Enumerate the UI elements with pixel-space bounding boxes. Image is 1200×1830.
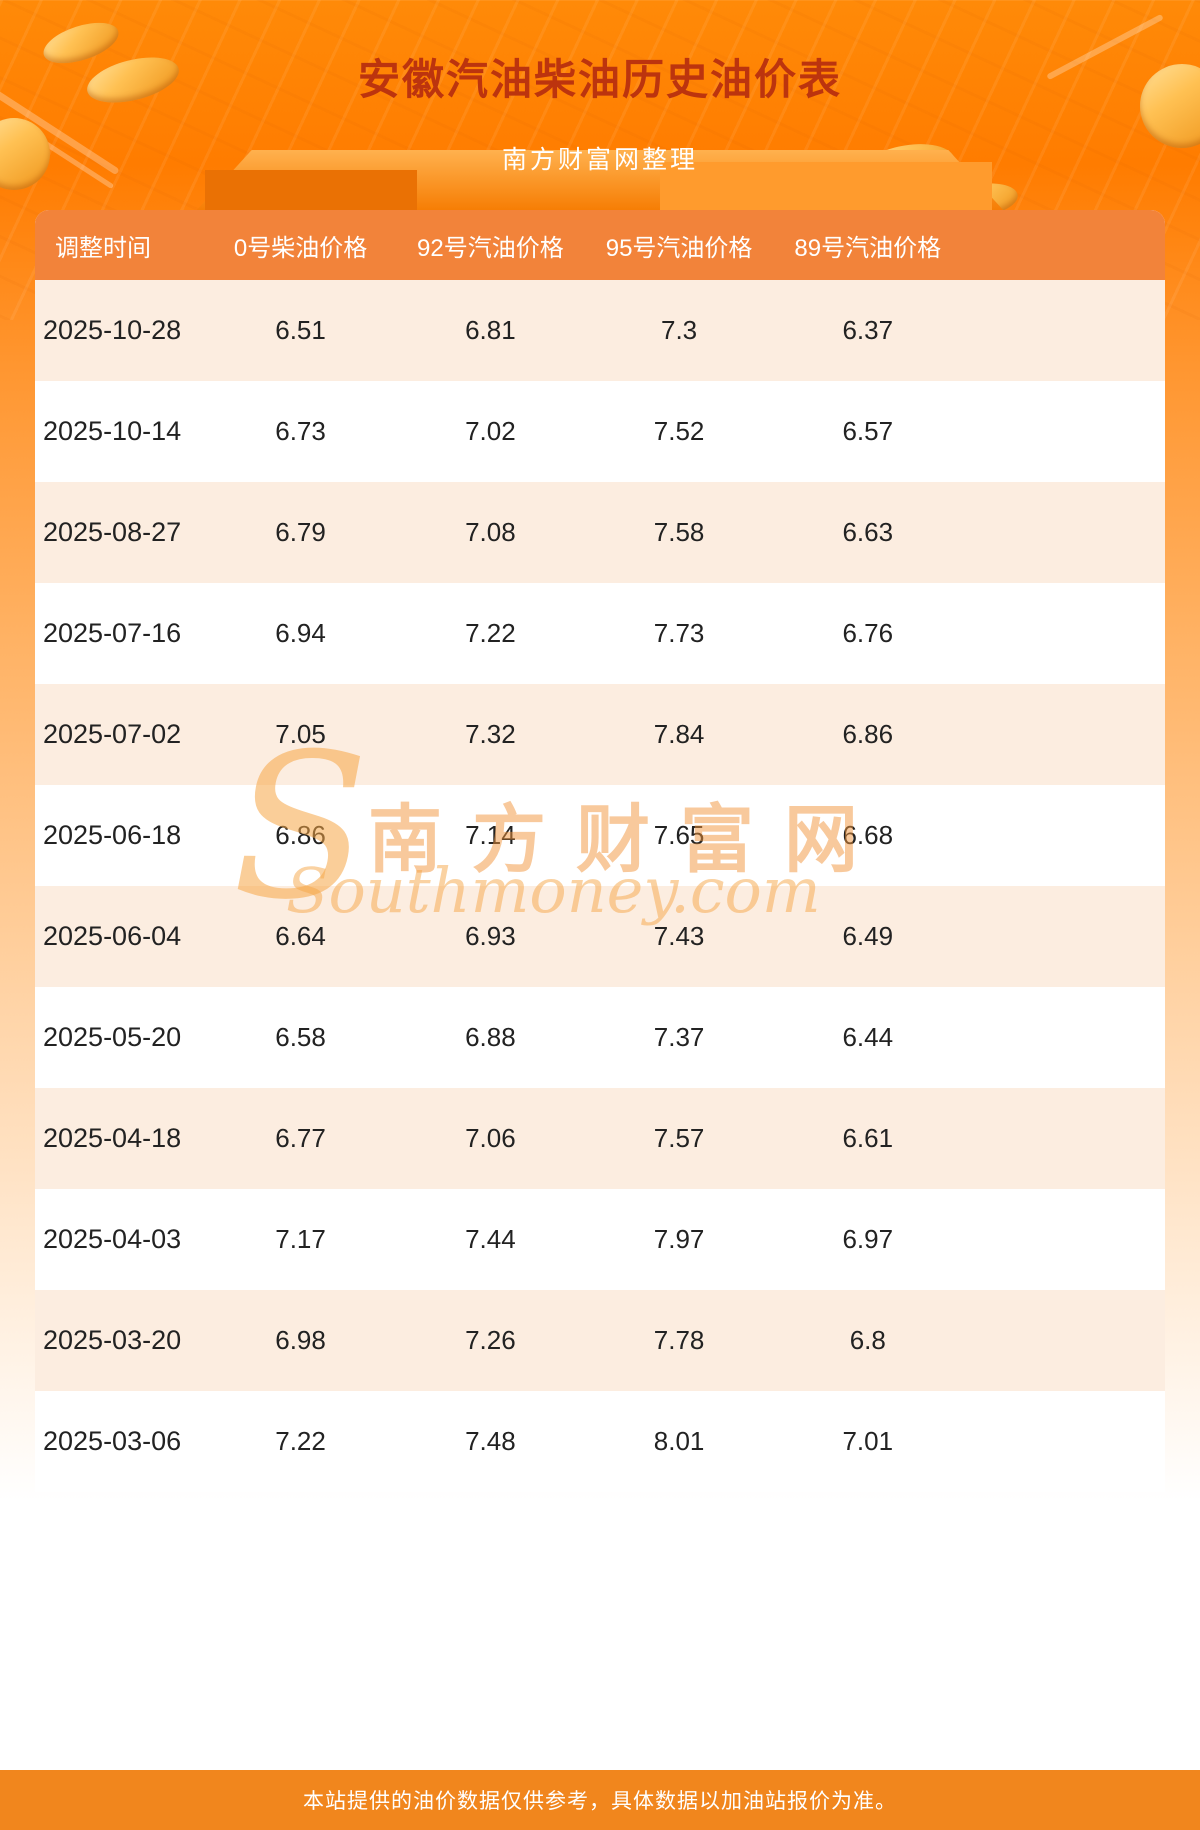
price-cell: 7.44 bbox=[465, 1224, 516, 1254]
column-header-gas89: 89号汽油价格 bbox=[794, 234, 942, 262]
price-cell: 7.17 bbox=[275, 1224, 326, 1254]
price-cell: 6.86 bbox=[275, 820, 326, 850]
price-cell: 6.51 bbox=[275, 315, 326, 345]
price-cell: 6.76 bbox=[842, 618, 894, 648]
gold-coin-icon bbox=[1140, 64, 1200, 148]
column-header-gas95: 95号汽油价格 bbox=[605, 234, 753, 262]
date-cell: 2025-04-18 bbox=[43, 1123, 182, 1153]
price-cell: 7.73 bbox=[653, 618, 705, 648]
date-cell: 2025-06-18 bbox=[43, 820, 182, 850]
price-cell: 7.32 bbox=[465, 719, 516, 749]
table-row: 2025-10-14 6.73 7.02 7.52 6.57 bbox=[35, 381, 1165, 482]
column-header-gas92: 92号汽油价格 bbox=[417, 234, 564, 262]
price-cell: 6.8 bbox=[849, 1325, 886, 1355]
price-cell: 6.58 bbox=[275, 1022, 326, 1052]
column-header-date: 调整时间 bbox=[55, 234, 151, 262]
table-header-row: 调整时间 0号柴油价格 92号汽油价格 95号汽油价格 89号汽油价格 bbox=[35, 210, 1165, 280]
podium-box bbox=[660, 162, 992, 212]
price-cell: 6.64 bbox=[275, 921, 326, 951]
price-cell: 6.61 bbox=[842, 1123, 894, 1153]
price-cell: 7.97 bbox=[653, 1224, 705, 1254]
date-cell: 2025-07-16 bbox=[43, 618, 182, 648]
price-cell: 6.81 bbox=[465, 315, 516, 345]
date-cell: 2025-07-02 bbox=[43, 719, 182, 749]
table-row: 2025-05-20 6.58 6.88 7.37 6.44 bbox=[35, 987, 1165, 1088]
price-cell: 6.44 bbox=[842, 1022, 894, 1052]
price-cell: 6.86 bbox=[842, 719, 894, 749]
table-row: 2025-04-03 7.17 7.44 7.97 6.97 bbox=[35, 1189, 1165, 1290]
price-cell: 7.65 bbox=[653, 820, 705, 850]
page-subtitle: 南方财富网整理 bbox=[501, 146, 698, 174]
table-row: 2025-07-02 7.05 7.32 7.84 6.86 bbox=[35, 684, 1165, 785]
price-cell: 7.22 bbox=[465, 618, 516, 648]
price-cell: 6.79 bbox=[275, 517, 326, 547]
price-cell: 7.84 bbox=[653, 719, 705, 749]
price-cell: 7.3 bbox=[661, 315, 698, 345]
date-cell: 2025-04-03 bbox=[43, 1224, 182, 1254]
table-row: 2025-07-16 6.94 7.22 7.73 6.76 bbox=[35, 583, 1165, 684]
price-cell: 7.37 bbox=[653, 1022, 705, 1052]
column-header-diesel0: 0号柴油价格 bbox=[233, 234, 368, 262]
price-cell: 6.63 bbox=[842, 517, 894, 547]
podium-box bbox=[205, 170, 417, 212]
price-cell: 6.97 bbox=[842, 1224, 894, 1254]
price-cell: 6.37 bbox=[842, 315, 894, 345]
price-cell: 6.68 bbox=[842, 820, 894, 850]
price-cell: 6.94 bbox=[275, 618, 326, 648]
table-row: 2025-04-18 6.77 7.06 7.57 6.61 bbox=[35, 1088, 1165, 1189]
table-row: 2025-08-27 6.79 7.08 7.58 6.63 bbox=[35, 482, 1165, 583]
price-cell: 7.43 bbox=[653, 921, 705, 951]
date-cell: 2025-06-04 bbox=[43, 921, 182, 951]
table-row: 2025-03-06 7.22 7.48 8.01 7.01 bbox=[35, 1391, 1165, 1492]
price-cell: 7.48 bbox=[465, 1426, 516, 1456]
date-cell: 2025-10-28 bbox=[43, 315, 182, 345]
price-cell: 6.77 bbox=[275, 1123, 326, 1153]
price-cell: 7.08 bbox=[465, 517, 516, 547]
price-cell: 7.58 bbox=[653, 517, 705, 547]
price-table-card: 调整时间 0号柴油价格 92号汽油价格 95号汽油价格 89号汽油价格 2025… bbox=[35, 210, 1165, 1492]
date-cell: 2025-08-27 bbox=[43, 517, 182, 547]
price-cell: 7.52 bbox=[653, 416, 705, 446]
price-cell: 7.14 bbox=[465, 820, 516, 850]
price-cell: 7.01 bbox=[842, 1426, 894, 1456]
price-cell: 7.78 bbox=[653, 1325, 705, 1355]
date-cell: 2025-10-14 bbox=[43, 416, 182, 446]
price-cell: 6.93 bbox=[465, 921, 516, 951]
price-cell: 6.73 bbox=[275, 416, 326, 446]
price-cell: 7.57 bbox=[653, 1123, 705, 1153]
price-cell: 7.26 bbox=[465, 1325, 516, 1355]
table-row: 2025-10-28 6.51 6.81 7.3 6.37 bbox=[35, 280, 1165, 381]
price-cell: 7.06 bbox=[465, 1123, 516, 1153]
footer-bar: 本站提供的油价数据仅供参考，具体数据以加油站报价为准。 bbox=[0, 1770, 1200, 1830]
price-cell: 6.98 bbox=[275, 1325, 326, 1355]
price-cell: 7.05 bbox=[275, 719, 326, 749]
table-row: 2025-03-20 6.98 7.26 7.78 6.8 bbox=[35, 1290, 1165, 1391]
date-cell: 2025-03-06 bbox=[43, 1426, 182, 1456]
price-cell: 6.49 bbox=[842, 921, 894, 951]
date-cell: 2025-03-20 bbox=[43, 1325, 182, 1355]
price-cell: 6.88 bbox=[465, 1022, 516, 1052]
price-cell: 6.57 bbox=[842, 416, 894, 446]
date-cell: 2025-05-20 bbox=[43, 1022, 182, 1052]
table-body: 2025-10-28 6.51 6.81 7.3 6.37 2025-10-14 6.73 7… bbox=[35, 280, 1165, 1492]
price-cell: 7.22 bbox=[275, 1426, 326, 1456]
page-title: 安徽汽油柴油历史油价表 bbox=[357, 56, 842, 103]
price-cell: 7.02 bbox=[465, 416, 516, 446]
price-cell: 8.01 bbox=[653, 1426, 705, 1456]
table-row: 2025-06-18 6.86 7.14 7.65 6.68 bbox=[35, 785, 1165, 886]
table-row: 2025-06-04 6.64 6.93 7.43 6.49 bbox=[35, 886, 1165, 987]
